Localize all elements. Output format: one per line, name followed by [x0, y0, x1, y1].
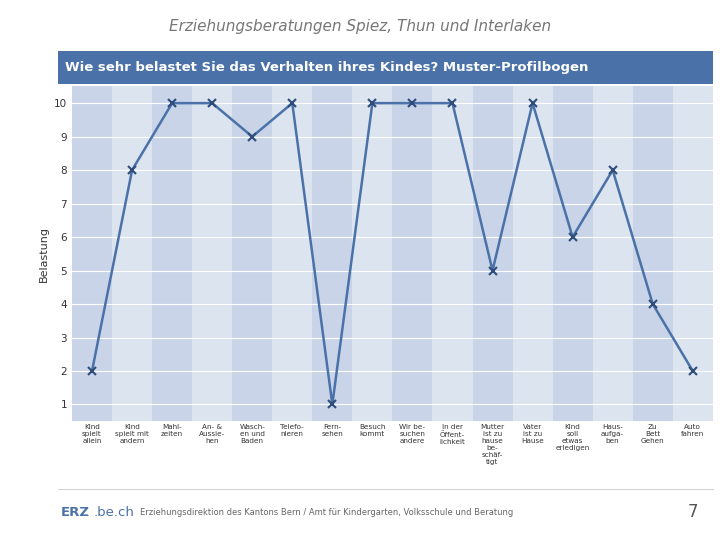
Y-axis label: Belastung: Belastung [38, 226, 48, 282]
Text: 7: 7 [688, 503, 698, 521]
Bar [312, 86, 352, 421]
Bar [513, 86, 552, 421]
Bar [192, 86, 232, 421]
Bar [593, 86, 633, 421]
Bar [72, 86, 112, 421]
Text: .be.ch: .be.ch [94, 505, 135, 518]
Bar [112, 86, 152, 421]
Text: Wie sehr belastet Sie das Verhalten ihres Kindes? Muster-Profilbogen: Wie sehr belastet Sie das Verhalten ihre… [66, 61, 589, 74]
Bar [352, 86, 392, 421]
Bar [232, 86, 272, 421]
Text: Erziehungsdirektion des Kantons Bern / Amt für Kindergarten, Volksschule und Ber: Erziehungsdirektion des Kantons Bern / A… [140, 508, 513, 517]
Bar [633, 86, 672, 421]
Bar [433, 86, 472, 421]
Text: ERZ: ERZ [61, 505, 90, 518]
Text: Erziehungsberatungen Spiez, Thun und Interlaken: Erziehungsberatungen Spiez, Thun und Int… [169, 19, 551, 35]
Bar [672, 86, 713, 421]
Bar [392, 86, 433, 421]
Bar [152, 86, 192, 421]
Bar [272, 86, 312, 421]
Bar [472, 86, 513, 421]
Bar [553, 86, 593, 421]
